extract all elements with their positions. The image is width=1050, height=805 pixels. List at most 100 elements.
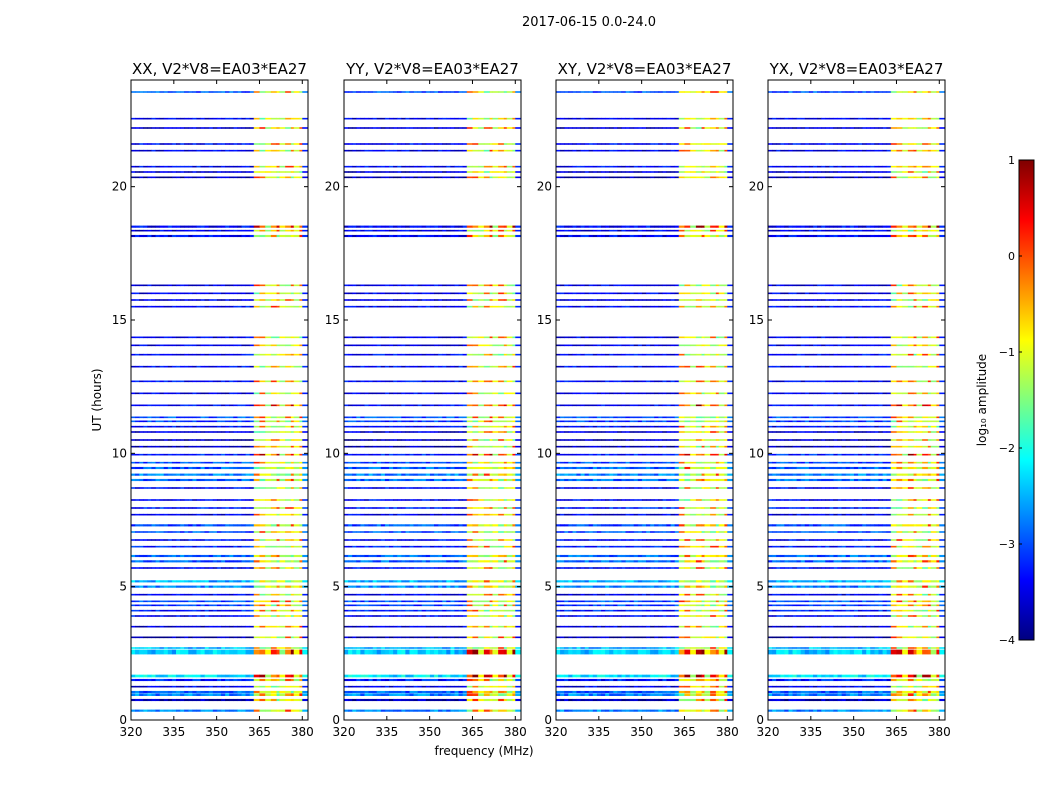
cell	[393, 560, 397, 562]
cell	[492, 691, 498, 693]
cell	[430, 285, 434, 287]
cell	[135, 675, 139, 678]
cell	[294, 337, 300, 339]
cell	[472, 601, 478, 603]
cell	[348, 366, 352, 368]
cell	[446, 366, 450, 368]
cell	[291, 439, 294, 441]
cell	[217, 555, 221, 557]
cell	[265, 127, 271, 129]
cell	[188, 479, 192, 481]
cell	[393, 691, 397, 693]
cell	[422, 454, 426, 456]
cell	[217, 474, 221, 476]
cell	[291, 567, 294, 569]
cell	[373, 235, 377, 237]
cell	[498, 366, 504, 368]
cell	[184, 605, 188, 607]
cell	[446, 285, 450, 287]
cell	[385, 539, 389, 541]
cell	[143, 345, 147, 347]
cell	[180, 567, 184, 569]
cell	[459, 560, 463, 562]
cell	[196, 601, 200, 603]
cell	[434, 487, 438, 489]
cell	[348, 637, 352, 639]
cell	[237, 539, 241, 541]
cell	[205, 127, 209, 129]
cell	[241, 150, 245, 152]
time-row	[344, 710, 521, 712]
cell	[507, 285, 513, 287]
cell	[285, 462, 291, 464]
cell	[265, 299, 271, 301]
cell	[135, 293, 139, 295]
cell	[205, 514, 209, 516]
cell	[285, 426, 291, 428]
cell	[147, 560, 151, 562]
time-row	[344, 177, 521, 179]
cell	[356, 454, 360, 456]
cell	[507, 306, 513, 308]
cell	[285, 474, 291, 476]
cell	[377, 626, 381, 628]
cell	[397, 462, 401, 464]
cell	[237, 226, 241, 228]
cell	[160, 560, 164, 562]
cell	[478, 171, 484, 173]
cell	[302, 594, 308, 596]
cell	[344, 462, 348, 464]
cell	[409, 524, 413, 526]
time-row	[344, 514, 521, 516]
cell	[434, 299, 438, 301]
cell	[184, 381, 188, 383]
time-row	[344, 474, 521, 476]
cell	[229, 306, 233, 308]
cell	[188, 467, 192, 469]
cell	[265, 539, 271, 541]
cell	[168, 560, 172, 562]
cell	[385, 567, 389, 569]
cell	[463, 366, 467, 368]
cell	[259, 299, 265, 301]
cell	[285, 299, 291, 301]
cell	[401, 580, 405, 582]
cell	[401, 235, 405, 237]
cell	[184, 230, 188, 232]
cell	[467, 285, 473, 287]
cell	[237, 171, 241, 173]
cell	[364, 439, 368, 441]
cell	[484, 446, 490, 448]
cell	[426, 337, 430, 339]
cell	[467, 691, 473, 693]
cell	[184, 693, 188, 696]
cell	[139, 531, 143, 533]
cell	[515, 381, 521, 383]
cell	[180, 546, 184, 548]
cell	[271, 647, 277, 649]
cell	[463, 235, 467, 237]
cell	[221, 171, 225, 173]
cell	[250, 431, 254, 433]
cell	[265, 626, 271, 628]
cell	[478, 679, 484, 681]
cell	[352, 354, 356, 356]
cell	[484, 405, 490, 407]
cell	[498, 479, 504, 481]
cell	[377, 567, 381, 569]
cell	[143, 567, 147, 569]
cell	[277, 431, 280, 433]
cell	[147, 555, 151, 557]
cell	[176, 230, 180, 232]
cell	[172, 127, 176, 129]
cell	[389, 710, 393, 712]
cell	[381, 462, 385, 464]
cell	[478, 366, 484, 368]
cell	[213, 546, 217, 548]
cell	[205, 487, 209, 489]
cell	[294, 306, 300, 308]
cell	[225, 166, 229, 168]
cell	[225, 626, 229, 628]
cell	[233, 507, 237, 509]
